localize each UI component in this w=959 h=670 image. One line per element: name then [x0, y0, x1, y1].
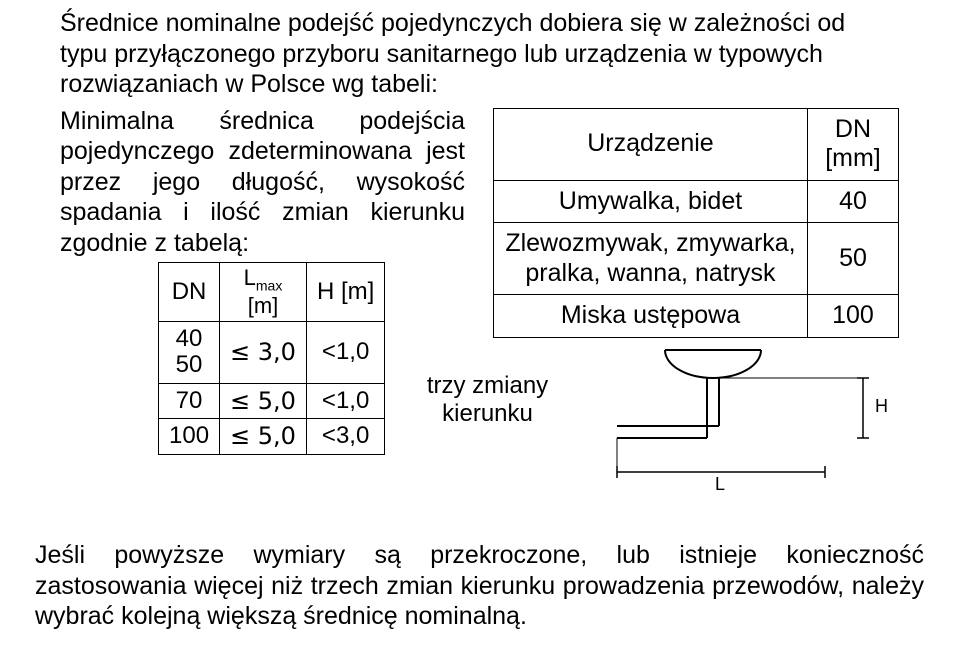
lmax-cell: ≤ 5,0: [220, 419, 307, 454]
left-paragraph: Minimalna średnica podejścia pojedynczeg…: [60, 106, 465, 259]
lmax-cell: ≤ 3,0: [220, 321, 307, 383]
dn-cell: 100: [159, 419, 220, 454]
diagram-h-label: H: [875, 396, 888, 416]
dn-header: DN: [159, 263, 220, 322]
lmax-cell: ≤ 5,0: [220, 383, 307, 418]
conclusion-text: Jeśli powyższe wymiary są przekroczone, …: [35, 540, 924, 632]
table-row: 40 50 ≤ 3,0 <1,0: [159, 321, 385, 383]
dn-cell: 40 50: [159, 321, 220, 383]
h-cell: <1,0: [306, 383, 384, 418]
trzy-line1: trzy zmiany: [427, 372, 548, 399]
h-header: H [m]: [306, 263, 384, 322]
table-row: 70 ≤ 5,0 <1,0: [159, 383, 385, 418]
table-row: Umywalka, bidet 40: [494, 180, 899, 223]
dn-40: 40: [176, 325, 203, 352]
left-column: Minimalna średnica podejścia pojedynczeg…: [60, 106, 465, 455]
right-table: Urządzenie DN [mm] Umywalka, bidet 40 Zl…: [493, 108, 899, 338]
left-table: DN Lmax [m] H [m] 40 50 ≤ 3,0 <1,0: [158, 262, 385, 455]
dnmm-header: DN [mm]: [807, 108, 898, 180]
lmax-sub: max: [256, 277, 282, 293]
dnmm-cell: 50: [807, 223, 898, 295]
trzy-line2: kierunku: [442, 400, 533, 427]
trzy-zmiany-label: trzy zmiany kierunku: [425, 372, 550, 427]
device-cell: Zlewozmywak, zmywarka, pralka, wanna, na…: [494, 223, 808, 295]
pipe-diagram: H L: [595, 330, 895, 500]
h-cell: <3,0: [306, 419, 384, 454]
right-column: Urządzenie DN [mm] Umywalka, bidet 40 Zl…: [493, 106, 899, 352]
table-row: 100 ≤ 5,0 <3,0: [159, 419, 385, 454]
table-row: DN Lmax [m] H [m]: [159, 263, 385, 322]
h-cell: <1,0: [306, 321, 384, 383]
device-cell: Umywalka, bidet: [494, 180, 808, 223]
device-header: Urządzenie: [494, 108, 808, 180]
dn-50: 50: [176, 351, 203, 378]
dn-cell: 70: [159, 383, 220, 418]
intro-text: Średnice nominalne podejść pojedynczych …: [60, 8, 899, 100]
dnmm-cell: 40: [807, 180, 898, 223]
lmax-unit: [m]: [248, 293, 279, 318]
lmax-letter: L: [244, 265, 256, 290]
page: Średnice nominalne podejść pojedynczych …: [0, 0, 959, 670]
lmax-header: Lmax [m]: [220, 263, 307, 322]
table-row: Urządzenie DN [mm]: [494, 108, 899, 180]
diagram-l-label: L: [715, 474, 725, 494]
table-row: Zlewozmywak, zmywarka, pralka, wanna, na…: [494, 223, 899, 295]
